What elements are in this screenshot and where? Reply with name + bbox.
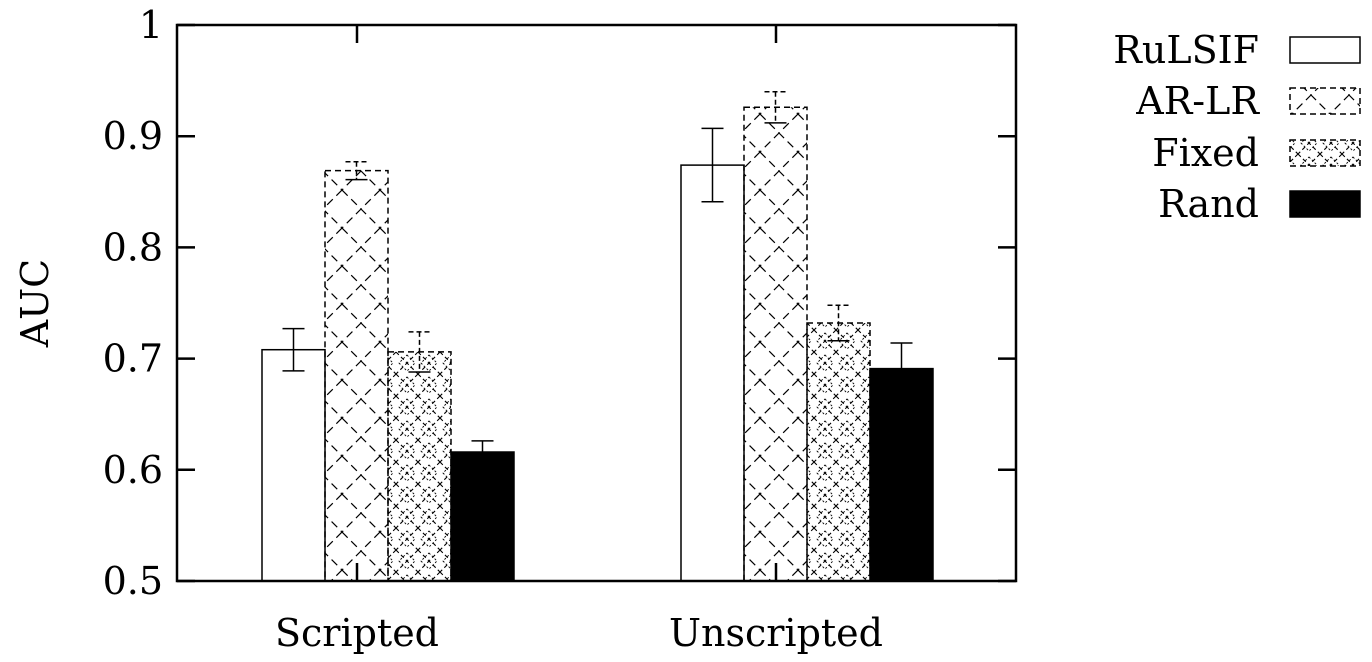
bar-ar-lr-scripted [324,169,389,582]
plot-frame [175,23,1018,583]
error-bar-rand-unscripted [890,342,913,395]
legend: RuLSIF AR-LR Fixed Rand [1113,28,1361,226]
y-tick-label: 0.7 [103,337,163,381]
bar-rulsif-unscripted [680,164,745,582]
y-tick-label: 0.8 [103,225,163,269]
legend-swatch [1289,87,1361,115]
legend-label: RuLSIF [1113,28,1259,72]
legend-swatch [1289,190,1361,218]
error-bar-rand-scripted [471,440,494,464]
y-axis-title: AUC [13,259,57,349]
bar-fixed-scripted [387,351,452,582]
bar-ar-lr-unscripted [743,106,808,582]
legend-label: AR-LR [1135,79,1260,123]
error-bar-ar-lr-scripted [345,161,368,181]
error-bar-fixed-scripted [408,331,431,373]
legend-entry-rulsif: RuLSIF [1113,28,1361,72]
legend-label: Rand [1158,182,1259,226]
bar-fixed-unscripted [806,322,871,582]
bar-rulsif-scripted [261,348,326,582]
error-bar-rulsif-unscripted [701,127,724,203]
y-tick-label: 1 [139,3,163,47]
x-category-label: Unscripted [669,611,883,655]
legend-entry-ar-lr: AR-LR [1135,79,1361,123]
y-tick-label: 0.6 [103,448,163,492]
legend-entry-fixed: Fixed [1152,131,1361,175]
error-bar-fixed-unscripted [827,304,850,342]
y-tick-label: 0.5 [103,559,163,603]
legend-label: Fixed [1152,131,1259,175]
error-bar-rulsif-scripted [282,327,305,372]
x-category-label: Scripted [275,611,439,655]
bar-rand-unscripted [869,367,934,582]
axes-layer: 0.5 0.6 0.7 0.8 0.9 1 Scripted Unscripted AUC [13,3,1018,655]
legend-swatch [1289,36,1361,64]
bar-rand-scripted [450,451,515,582]
error-bar-ar-lr-unscripted [764,90,787,124]
bars-layer [261,90,934,582]
legend-entry-rand: Rand [1158,182,1361,226]
legend-swatch [1289,139,1361,167]
y-tick-label: 0.9 [103,114,163,158]
